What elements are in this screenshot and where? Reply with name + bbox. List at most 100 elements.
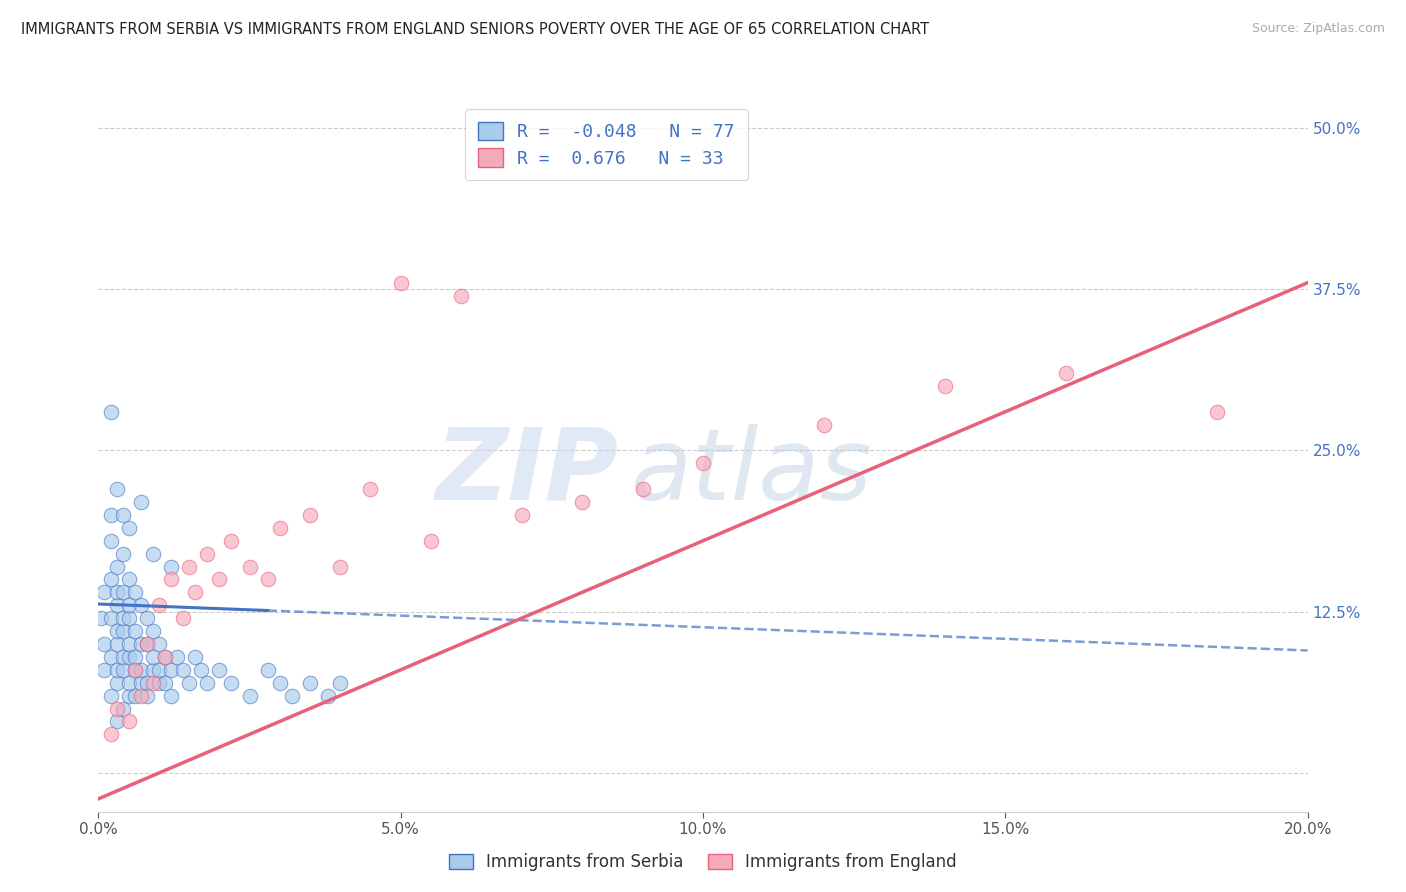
Point xyxy=(129,495,152,509)
Point xyxy=(692,456,714,470)
Point xyxy=(269,521,291,535)
Point xyxy=(166,649,188,664)
Point xyxy=(153,649,176,664)
Point xyxy=(129,599,152,613)
Text: atlas: atlas xyxy=(630,424,872,521)
Point xyxy=(195,547,218,561)
Point xyxy=(153,649,176,664)
Point xyxy=(105,675,128,690)
Point xyxy=(105,599,128,613)
Point xyxy=(135,675,157,690)
Point xyxy=(221,675,243,690)
Point xyxy=(135,689,157,703)
Point xyxy=(118,637,141,651)
Point xyxy=(129,675,152,690)
Point xyxy=(329,675,352,690)
Point xyxy=(105,559,128,574)
Point xyxy=(118,689,141,703)
Point xyxy=(118,649,141,664)
Point xyxy=(135,637,157,651)
Point xyxy=(389,276,412,290)
Text: IMMIGRANTS FROM SERBIA VS IMMIGRANTS FROM ENGLAND SENIORS POVERTY OVER THE AGE O: IMMIGRANTS FROM SERBIA VS IMMIGRANTS FRO… xyxy=(21,22,929,37)
Point xyxy=(360,482,382,496)
Point xyxy=(100,611,122,625)
Point xyxy=(160,663,183,677)
Point xyxy=(118,675,141,690)
Point xyxy=(148,663,170,677)
Point xyxy=(100,405,122,419)
Point xyxy=(111,585,134,599)
Point xyxy=(129,663,152,677)
Point xyxy=(172,663,194,677)
Point xyxy=(195,675,218,690)
Point xyxy=(105,701,128,715)
Point xyxy=(221,533,243,548)
Point xyxy=(90,611,112,625)
Point xyxy=(93,663,115,677)
Point xyxy=(142,547,165,561)
Point xyxy=(299,675,322,690)
Point xyxy=(100,727,122,741)
Point xyxy=(100,508,122,522)
Point xyxy=(124,585,146,599)
Point xyxy=(93,637,115,651)
Point xyxy=(160,559,183,574)
Point xyxy=(208,573,231,587)
Point xyxy=(118,521,141,535)
Point xyxy=(111,611,134,625)
Text: ZIP: ZIP xyxy=(436,424,619,521)
Point xyxy=(135,611,157,625)
Point xyxy=(124,689,146,703)
Point xyxy=(124,663,146,677)
Point xyxy=(420,533,443,548)
Point xyxy=(813,417,835,432)
Legend: R =  -0.048   N = 77, R =  0.676   N = 33: R = -0.048 N = 77, R = 0.676 N = 33 xyxy=(465,109,748,180)
Point xyxy=(118,714,141,729)
Point xyxy=(129,637,152,651)
Point xyxy=(256,663,278,677)
Point xyxy=(100,649,122,664)
Point xyxy=(179,559,201,574)
Point xyxy=(1206,405,1229,419)
Point xyxy=(329,559,352,574)
Point xyxy=(105,663,128,677)
Point xyxy=(510,508,533,522)
Point xyxy=(172,611,194,625)
Point xyxy=(256,573,278,587)
Point xyxy=(179,675,201,690)
Point xyxy=(142,649,165,664)
Point xyxy=(184,649,207,664)
Point xyxy=(1054,366,1077,380)
Point xyxy=(450,288,472,302)
Point xyxy=(124,663,146,677)
Point xyxy=(105,482,128,496)
Point xyxy=(111,508,134,522)
Point xyxy=(208,663,231,677)
Point xyxy=(934,379,956,393)
Point xyxy=(105,585,128,599)
Point xyxy=(316,689,339,703)
Point xyxy=(184,585,207,599)
Point xyxy=(160,689,183,703)
Point xyxy=(118,599,141,613)
Point xyxy=(142,624,165,639)
Point xyxy=(239,559,262,574)
Point xyxy=(148,675,170,690)
Point xyxy=(100,573,122,587)
Point xyxy=(111,624,134,639)
Point xyxy=(160,573,183,587)
Point xyxy=(129,689,152,703)
Point xyxy=(118,611,141,625)
Point xyxy=(239,689,262,703)
Point xyxy=(153,675,176,690)
Point xyxy=(111,649,134,664)
Point xyxy=(105,714,128,729)
Point xyxy=(111,663,134,677)
Point xyxy=(100,533,122,548)
Point xyxy=(142,663,165,677)
Point xyxy=(631,482,654,496)
Point xyxy=(269,675,291,690)
Text: Source: ZipAtlas.com: Source: ZipAtlas.com xyxy=(1251,22,1385,36)
Point xyxy=(299,508,322,522)
Point xyxy=(111,547,134,561)
